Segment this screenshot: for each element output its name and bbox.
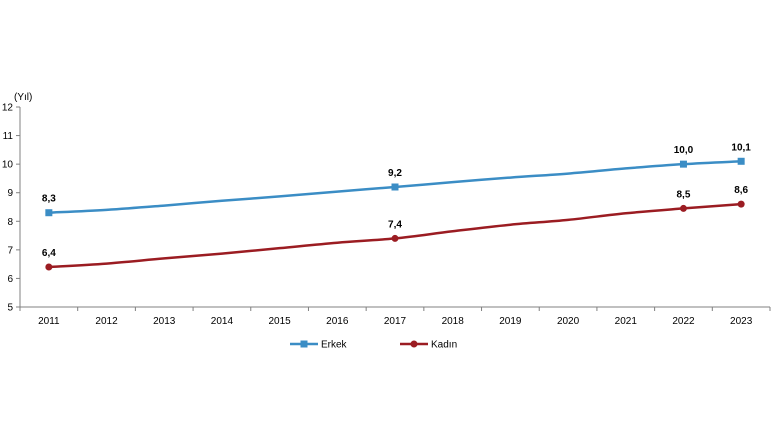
legend-item-kad-n[interactable]: Kadın <box>400 340 457 351</box>
y-tick-label: 5 <box>7 303 13 314</box>
data-point-marker <box>391 234 399 242</box>
data-label: 8,6 <box>734 185 748 196</box>
data-label: 7,4 <box>388 219 402 230</box>
legend-label: Erkek <box>321 340 348 351</box>
legend-item-erkek[interactable]: Erkek <box>290 340 348 351</box>
data-label: 9,2 <box>388 168 402 179</box>
data-label: 10,0 <box>674 145 694 156</box>
x-tick-label: 2022 <box>672 316 695 327</box>
x-tick-label: 2013 <box>153 316 176 327</box>
legend[interactable]: Erkek Kadın <box>290 340 457 351</box>
x-tick-label: 2019 <box>499 316 522 327</box>
x-tick-label: 2020 <box>557 316 580 327</box>
x-tick-label: 2018 <box>442 316 465 327</box>
legend-marker <box>300 340 308 348</box>
data-label: 6,4 <box>42 248 56 259</box>
data-point-marker <box>45 263 53 271</box>
data-point-marker <box>679 160 687 168</box>
y-axis-unit-label: (Yıl) <box>14 92 32 103</box>
x-tick-label: 2021 <box>615 316 638 327</box>
y-tick-label: 10 <box>2 160 14 171</box>
data-point-marker <box>679 204 687 212</box>
legend-label: Kadın <box>431 340 457 351</box>
y-tick-label: 9 <box>7 188 13 199</box>
data-labels: 8,3 9,2 10,0 10,1 6,4 7,4 8,5 8,6 <box>42 142 751 259</box>
data-label: 10,1 <box>731 142 751 153</box>
legend-marker <box>410 340 418 348</box>
data-label: 8,3 <box>42 194 56 205</box>
data-point-marker <box>45 209 53 217</box>
y-tick-label: 11 <box>3 131 14 142</box>
x-tick-label: 2012 <box>95 316 118 327</box>
x-tick-label: 2015 <box>268 316 291 327</box>
x-tick-label: 2017 <box>384 316 407 327</box>
x-tick-label: 2023 <box>730 316 753 327</box>
y-tick-label: 6 <box>7 274 13 285</box>
y-tick-label: 8 <box>7 217 13 228</box>
series-markers <box>45 157 745 271</box>
data-label: 8,5 <box>677 189 691 200</box>
x-tick-label: 2014 <box>211 316 234 327</box>
data-point-marker <box>391 183 399 191</box>
x-tick-label: 2011 <box>38 316 60 327</box>
axes: 5 6 7 8 9 10 11 12 2011 2012 2013 2014 2015 2016 2017 2… <box>2 103 771 327</box>
data-point-marker <box>737 200 745 208</box>
x-tick-label: 2016 <box>326 316 349 327</box>
y-tick-label: 7 <box>7 245 13 256</box>
data-point-marker <box>737 157 745 165</box>
y-tick-label: 12 <box>2 103 14 114</box>
